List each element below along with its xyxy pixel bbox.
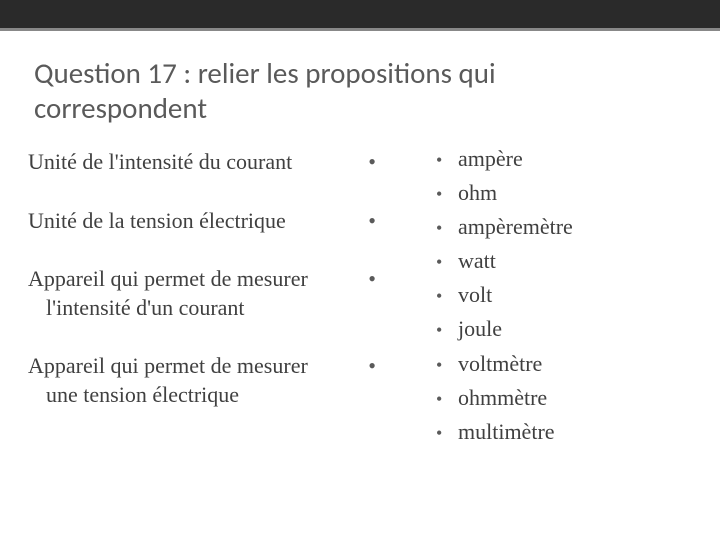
right-option: • ohm: [436, 176, 676, 210]
left-proposition: Unité de la tension électrique •: [26, 207, 376, 236]
proposition-line1: Appareil qui permet de mesurer: [28, 266, 308, 291]
right-option: • watt: [436, 244, 676, 278]
proposition-line1: Unité de la tension électrique: [28, 208, 286, 233]
option-label: ohm: [458, 176, 497, 210]
bullet-icon: •: [436, 215, 458, 243]
connector-dot-icon: •: [362, 265, 376, 291]
proposition-line1: Appareil qui permet de mesurer: [28, 353, 308, 378]
option-label: watt: [458, 244, 496, 278]
question-title: Question 17 : relier les propositions qu…: [34, 56, 674, 126]
proposition-text: Appareil qui permet de mesurer l'intensi…: [26, 265, 308, 322]
left-column: Unité de l'intensité du courant • Unité …: [26, 148, 376, 449]
bullet-icon: •: [436, 420, 458, 448]
proposition-line2: l'intensité d'un courant: [28, 294, 308, 323]
bullet-icon: •: [436, 352, 458, 380]
bullet-icon: •: [436, 317, 458, 345]
right-option: • voltmètre: [436, 347, 676, 381]
connector-dot-icon: •: [362, 352, 376, 378]
option-label: ampèremètre: [458, 210, 573, 244]
option-label: joule: [458, 312, 502, 346]
right-option: • volt: [436, 278, 676, 312]
option-label: ohmmètre: [458, 381, 547, 415]
option-label: multimètre: [458, 415, 555, 449]
bullet-icon: •: [436, 181, 458, 209]
connector-dot-icon: •: [362, 207, 376, 233]
content-area: Unité de l'intensité du courant • Unité …: [26, 148, 696, 449]
right-option: • multimètre: [436, 415, 676, 449]
proposition-text: Appareil qui permet de mesurer une tensi…: [26, 352, 308, 409]
left-proposition: Appareil qui permet de mesurer une tensi…: [26, 352, 376, 409]
proposition-text: Unité de la tension électrique: [26, 207, 286, 236]
left-proposition: Unité de l'intensité du courant •: [26, 148, 376, 177]
right-option: • ampère: [436, 142, 676, 176]
proposition-line2: une tension électrique: [28, 381, 308, 410]
right-option: • ampèremètre: [436, 210, 676, 244]
option-label: volt: [458, 278, 492, 312]
connector-dot-icon: •: [362, 148, 376, 174]
option-label: voltmètre: [458, 347, 542, 381]
right-option: • joule: [436, 312, 676, 346]
option-label: ampère: [458, 142, 523, 176]
bullet-icon: •: [436, 249, 458, 277]
bullet-icon: •: [436, 283, 458, 311]
bullet-icon: •: [436, 147, 458, 175]
left-proposition: Appareil qui permet de mesurer l'intensi…: [26, 265, 376, 322]
slide-top-bar: [0, 0, 720, 28]
proposition-text: Unité de l'intensité du courant: [26, 148, 292, 177]
proposition-line1: Unité de l'intensité du courant: [28, 149, 292, 174]
right-option: • ohmmètre: [436, 381, 676, 415]
bullet-icon: •: [436, 386, 458, 414]
right-column: • ampère • ohm • ampèremètre • watt • vo…: [376, 142, 676, 449]
